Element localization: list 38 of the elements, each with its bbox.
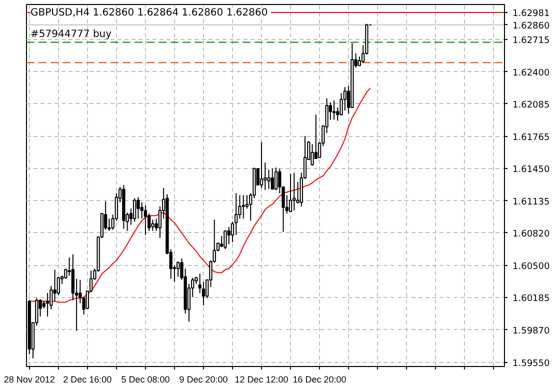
y-tick-label: 1.60185 [512, 294, 550, 304]
y-tick-label: 1.60820 [512, 229, 550, 240]
candlestick [274, 167, 278, 191]
y-tick-label: 1.62715 [512, 36, 550, 46]
candlestick [270, 168, 274, 190]
candlestick [132, 198, 136, 222]
y-tick-label: 1.61135 [512, 197, 550, 208]
y-tick-label: 1.62085 [512, 100, 550, 110]
x-tick-label: 2 Dec 16:00 [63, 374, 112, 384]
x-tick-label: 9 Dec 20:00 [179, 374, 228, 384]
x-tick-label: 16 Dec 20:00 [292, 374, 346, 384]
candlestick [224, 230, 227, 250]
candlestick [136, 196, 140, 220]
candlestick [144, 204, 148, 236]
x-tick-label: 28 Nov 2012 [4, 374, 55, 384]
y-tick-label: 1.61765 [512, 133, 550, 144]
chart-title: GBPUSD,H4 1.62860 1.62864 1.62860 1.62860 [30, 8, 268, 18]
candlestick [46, 292, 50, 318]
y-tick-label: 1.62400 [512, 68, 550, 78]
y-tick-label: 1.59550 [512, 358, 550, 369]
candlestick [260, 142, 264, 189]
candlestick [332, 100, 336, 120]
x-tick-label: 5 Dec 08:00 [121, 374, 170, 384]
candlestick [242, 194, 245, 220]
y-tick-label: 1.61450 [512, 165, 550, 176]
candlestick [343, 86, 347, 112]
candlestick [292, 172, 296, 211]
candlestick [310, 144, 314, 166]
ref-line-label: 1.62981 [512, 9, 550, 20]
candlestick [151, 219, 154, 232]
y-tick-label: 1.60500 [512, 262, 550, 272]
ref-line-label: 1.62860 [512, 21, 550, 32]
candlestick [227, 226, 230, 245]
candlestick [53, 269, 56, 302]
ref-line-label: #57944777 buy [30, 29, 112, 40]
x-tick-label: 12 Dec 12:00 [234, 374, 288, 384]
candlestick [288, 173, 292, 212]
y-tick-label: 1.59870 [512, 326, 550, 336]
